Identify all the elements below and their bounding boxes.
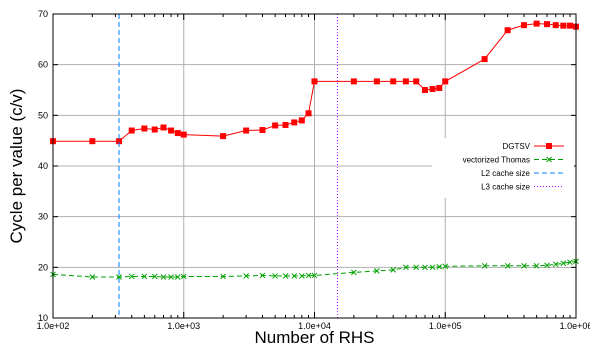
- legend-label: vectorized Thomas: [463, 156, 530, 165]
- data-point: [180, 131, 187, 138]
- data-point: [481, 262, 488, 269]
- data-point: [291, 119, 298, 126]
- ticks: 10 20 30 40 50 60 70 1.0e+02 1.0e+03 1.0e+04 1.0e+…: [37, 9, 590, 331]
- grid: [53, 14, 576, 318]
- data-point: [422, 264, 428, 271]
- data-point: [533, 262, 540, 269]
- data-point: [567, 259, 573, 266]
- data-point: [560, 22, 567, 29]
- data-point: [220, 133, 227, 140]
- data-point: [174, 130, 181, 137]
- data-point: [533, 20, 540, 27]
- data-point: [168, 127, 175, 134]
- data-point: [298, 273, 305, 279]
- data-point: [220, 273, 226, 280]
- data-point: [89, 138, 96, 145]
- data-point: [180, 273, 187, 280]
- data-point: [504, 262, 511, 269]
- data-point: [272, 273, 278, 279]
- data-point: [402, 78, 409, 85]
- data-point: [272, 122, 279, 129]
- series-0: [50, 20, 579, 145]
- data-point: [567, 22, 574, 29]
- data-point: [481, 56, 488, 63]
- data-point: [373, 78, 380, 85]
- legend-label: L2 cache size: [481, 169, 530, 178]
- data-point: [89, 274, 96, 280]
- data-point: [442, 78, 449, 85]
- data-point: [282, 121, 289, 128]
- y-tick-label: 10: [38, 313, 48, 323]
- legend: DGTSV vectorized Thomas L2 cache size L3 ca…: [432, 138, 574, 198]
- data-point: [521, 262, 527, 269]
- x-tick-label: 1.0e+02: [37, 321, 70, 331]
- data-point: [552, 22, 559, 29]
- data-point: [442, 263, 449, 270]
- y-tick-label: 20: [38, 262, 48, 272]
- data-point: [374, 268, 380, 274]
- data-point: [390, 78, 397, 85]
- data-point: [504, 27, 511, 34]
- data-point: [116, 274, 122, 280]
- data-point: [543, 21, 550, 28]
- data-point: [560, 260, 567, 267]
- y-axis-title: Cycle per value (c/v): [7, 89, 26, 244]
- data-point: [350, 78, 357, 85]
- data-point: [305, 110, 312, 117]
- data-point: [259, 127, 266, 134]
- legend-label: DGTSV: [502, 142, 530, 151]
- data-point: [291, 273, 298, 279]
- data-point: [141, 125, 148, 132]
- data-point: [259, 272, 266, 279]
- x-tick-label: 1.0e+06: [560, 321, 590, 331]
- data-point: [160, 274, 167, 280]
- data-point: [243, 127, 250, 134]
- data-point: [351, 269, 357, 276]
- data-point: [168, 274, 174, 280]
- data-point: [116, 138, 123, 145]
- data-point: [413, 264, 420, 271]
- data-point: [305, 272, 312, 279]
- data-point: [544, 262, 550, 269]
- data-point: [243, 273, 249, 279]
- legend-marker: [546, 143, 552, 149]
- y-tick-label: 50: [38, 110, 48, 120]
- data-point: [436, 84, 443, 91]
- data-point: [413, 78, 420, 85]
- data-point: [311, 78, 318, 85]
- x-axis-title: Number of RHS: [255, 328, 375, 347]
- data-point: [128, 273, 135, 280]
- data-point: [311, 272, 318, 279]
- data-point: [403, 264, 409, 271]
- data-point: [128, 127, 135, 134]
- data-point: [390, 267, 397, 273]
- y-tick-label: 30: [38, 212, 48, 222]
- data-point: [298, 117, 305, 124]
- x-tick-label: 1.0e+03: [167, 321, 200, 331]
- data-point: [141, 273, 148, 280]
- data-point: [282, 273, 289, 279]
- data-point: [174, 274, 181, 280]
- x-tick-label: 1.0e+05: [429, 321, 462, 331]
- data-point: [160, 124, 167, 131]
- legend-label: L3 cache size: [481, 183, 530, 192]
- data-point: [429, 264, 436, 271]
- y-tick-label: 40: [38, 161, 48, 171]
- x-tick-label: 1.0e+04: [298, 321, 331, 331]
- data-point: [421, 87, 428, 93]
- y-tick-label: 70: [38, 9, 48, 19]
- data-point: [151, 273, 158, 280]
- data-point: [436, 263, 443, 270]
- y-tick-label: 60: [38, 60, 48, 70]
- legend-marker: [546, 156, 552, 163]
- data-point: [552, 261, 559, 268]
- data-point: [520, 22, 527, 29]
- data-point: [151, 126, 158, 133]
- data-point: [429, 85, 436, 92]
